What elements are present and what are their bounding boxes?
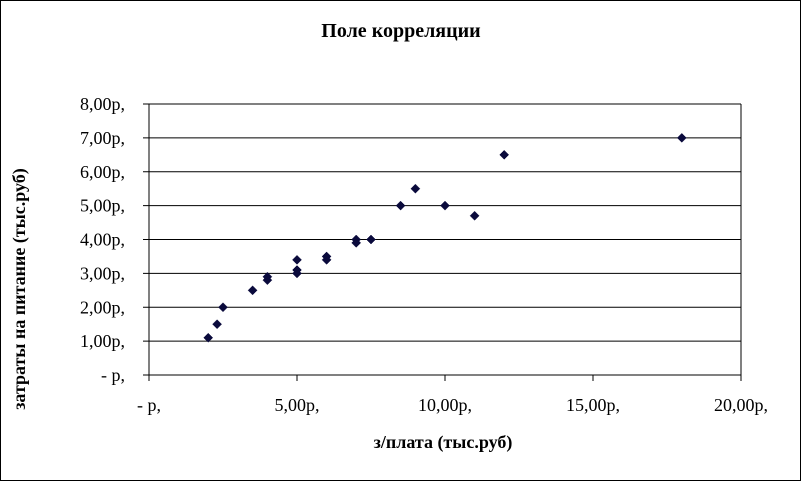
y-tick-label-4: 4,00р, — [80, 230, 125, 250]
chart-title: Поле корреляции — [321, 20, 480, 42]
y-tick-label-6: 6,00р, — [80, 162, 125, 182]
x-tick-label-3: 15,00р, — [566, 395, 620, 415]
y-tick-label-5: 5,00р, — [80, 196, 125, 216]
data-point-18 — [499, 149, 510, 160]
axes — [143, 103, 742, 381]
data-point-17 — [469, 210, 480, 221]
data-point-12 — [351, 234, 362, 245]
y-axis-title: затраты на питание (тыс.руб) — [9, 168, 30, 410]
data-point-3 — [247, 285, 258, 296]
x-tick-label-1: 5,00р, — [275, 395, 320, 415]
data-point-15 — [410, 183, 421, 194]
y-tick-label-2: 2,00р, — [80, 297, 125, 317]
y-tick-label-7: 7,00р, — [80, 128, 125, 148]
x-tick-label-4: 20,00р, — [714, 395, 768, 415]
y-tick-label-0: - р, — [101, 365, 125, 385]
data-point-7 — [292, 265, 302, 275]
data-point-5 — [262, 271, 273, 282]
data-point-8 — [292, 254, 302, 265]
data-point-19 — [676, 133, 687, 143]
data-point-2 — [218, 302, 228, 313]
tick-labels: - р, 1,00р, 2,00р, 3,00р, 4,00р, 5,00р, 6,00р,… — [80, 94, 768, 415]
x-tick-label-0: - р, — [137, 395, 161, 415]
data-point-1 — [212, 319, 222, 330]
x-tick-label-2: 10,00р, — [418, 395, 472, 415]
y-tick-label-8: 8,00р, — [80, 94, 125, 114]
data-point-10 — [321, 251, 332, 262]
gridlines — [149, 103, 741, 342]
y-tick-label-3: 3,00р, — [80, 263, 125, 283]
data-point-16 — [440, 200, 450, 211]
data-point-14 — [395, 200, 406, 211]
data-point-0 — [203, 332, 214, 343]
data-points — [203, 133, 687, 343]
x-axis-title: з/плата (тыс.руб) — [374, 432, 513, 453]
data-point-13 — [366, 234, 376, 245]
y-tick-label-1: 1,00р, — [80, 331, 125, 351]
